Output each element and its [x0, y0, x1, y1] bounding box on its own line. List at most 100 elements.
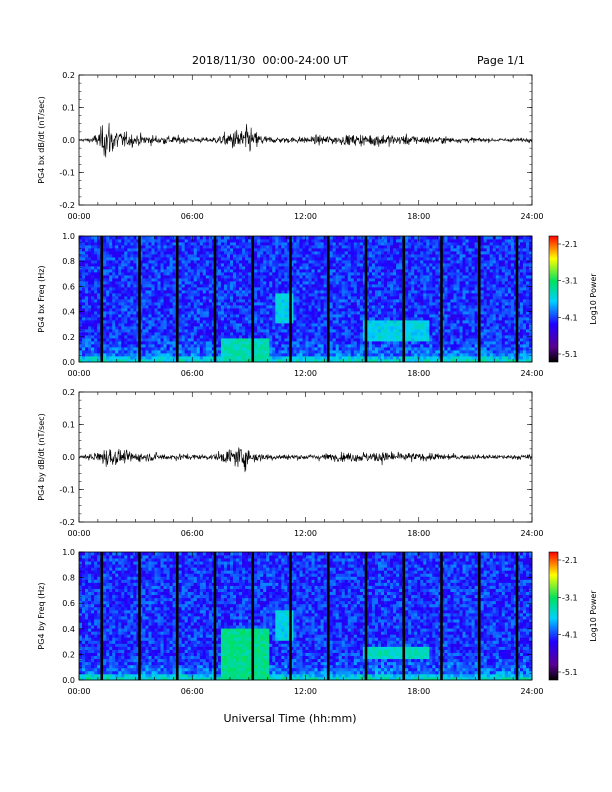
spectrogram-cell [335, 308, 340, 312]
spectrogram-cell [109, 317, 113, 321]
spectrogram-cell [320, 242, 325, 246]
spectrogram-cell [248, 323, 252, 327]
spectrogram-cell [115, 299, 119, 303]
spectrogram-cell [94, 335, 98, 339]
spectrogram-cell [214, 314, 219, 318]
spectrogram-cell [347, 332, 352, 336]
spectrogram-cell [281, 251, 285, 255]
spectrogram-cell [377, 332, 382, 336]
spectrogram-cell [163, 239, 167, 243]
spectrogram-cell [79, 263, 83, 267]
spectrogram-cell [396, 287, 400, 291]
spectrogram-cell [145, 278, 149, 282]
spectrogram-cell [115, 290, 119, 294]
spectrogram-cell [263, 275, 267, 279]
spectrogram-cell [278, 338, 282, 342]
spectrogram-cell [308, 257, 312, 261]
spectrogram-cell [94, 341, 98, 345]
spectrogram-cell [88, 356, 92, 360]
spectrogram-cell [97, 284, 101, 288]
spectrogram-cell [163, 350, 167, 354]
spectrogram-cell [263, 311, 267, 315]
spectrogram-cell [127, 290, 131, 294]
spectrogram-cell [347, 242, 352, 246]
spectrogram-cell [341, 350, 346, 354]
spectrogram-cell [254, 326, 258, 330]
spectrogram-cell [393, 338, 397, 342]
spectrogram-cell [248, 290, 252, 294]
spectrogram-cell [278, 296, 282, 300]
spectrogram-cell [130, 317, 134, 321]
spectrogram-cell [269, 272, 273, 276]
spectrogram-cell [220, 245, 225, 249]
spectrogram-cell [85, 260, 89, 264]
spectrogram-cell [187, 347, 192, 351]
spectrogram-cell [199, 287, 204, 291]
spectrogram-cell [154, 248, 158, 252]
spectrogram-cell [314, 329, 318, 333]
spectrogram-cell [323, 338, 328, 342]
spectrogram-cell [157, 305, 161, 309]
dbdt-trace [78, 122, 533, 158]
spectrogram-cell [320, 245, 325, 249]
spectrogram-cell [118, 335, 122, 339]
spectrogram-cell [112, 248, 116, 252]
spectrogram-cell [317, 269, 321, 273]
spectrogram-cell [233, 251, 237, 255]
spectrogram-cell [97, 299, 101, 303]
spectrogram-cell [302, 311, 306, 315]
spectrogram-cell [423, 290, 427, 294]
spectrogram-cell [399, 332, 403, 336]
spectrogram-cell [423, 323, 427, 327]
spectrogram-cell [338, 323, 343, 327]
spectrogram-cell [399, 347, 403, 351]
spectrogram-cell [236, 260, 240, 264]
spectrogram-cell [214, 344, 219, 348]
spectrogram-cell [384, 314, 388, 318]
spectrogram-cell [344, 284, 349, 288]
spectrogram-cell [305, 287, 309, 291]
spectrogram-cell [423, 236, 427, 240]
spectrogram-cell [88, 269, 92, 273]
spectrogram-cell [269, 248, 273, 252]
spectrogram-cell [115, 308, 119, 312]
spectrogram-cell [347, 302, 352, 306]
spectrogram-cell [211, 263, 216, 267]
spectrogram-cell [85, 245, 89, 249]
spectrogram-cell [148, 254, 152, 258]
spectrogram-cell [199, 263, 204, 267]
spectrogram-cell [302, 323, 306, 327]
spectrogram-cell [371, 341, 376, 345]
spectrogram-cell [148, 311, 152, 315]
spectrogram-cell [82, 251, 86, 255]
spectrogram-cell [335, 350, 340, 354]
spectrogram-cell [417, 305, 421, 309]
spectrogram-cell [371, 314, 376, 318]
spectrogram-cell [308, 266, 312, 270]
spectrogram-cell [193, 296, 198, 300]
spectrogram-cell [371, 323, 376, 327]
spectrogram-cell [371, 281, 376, 285]
spectrogram-cell [163, 311, 167, 315]
spectrogram-cell [130, 314, 134, 318]
spectrogram-cell [166, 323, 170, 327]
spectrogram-cell [196, 278, 201, 282]
spectrogram-cell [414, 338, 418, 342]
spectrogram-cell [302, 317, 306, 321]
spectrogram-cell [248, 269, 252, 273]
spectrogram-cell [130, 347, 134, 351]
spectrogram-cell [420, 260, 424, 264]
spectrogram-cell [275, 272, 279, 276]
spectrogram-cell [381, 341, 385, 345]
spectrogram-cell [217, 293, 222, 297]
spectrogram-cell [160, 251, 164, 255]
spectrogram-cell [214, 239, 219, 243]
spectrogram-cell [233, 356, 237, 360]
spectrogram-cell [142, 272, 146, 276]
spectrogram-cell [233, 338, 237, 342]
spectrogram-cell [390, 239, 394, 243]
spectrogram-cell [381, 314, 385, 318]
spectrogram-cell [184, 332, 189, 336]
spectrogram-cell [242, 248, 246, 252]
spectrogram-cell [115, 341, 119, 345]
